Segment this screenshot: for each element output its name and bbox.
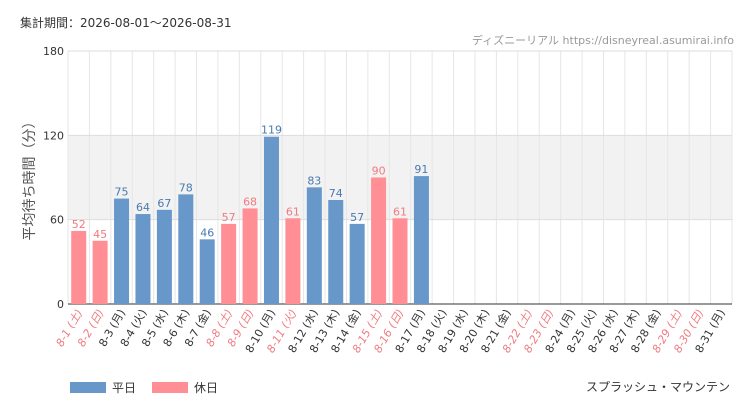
bar-value-label: 57	[350, 211, 364, 224]
bar	[328, 199, 344, 304]
bar	[199, 239, 215, 304]
attraction-name: スプラッシュ・マウンテン	[585, 380, 730, 394]
bar-value-label: 78	[179, 181, 193, 194]
bar-value-label: 68	[243, 195, 257, 208]
bar	[349, 223, 365, 304]
bar	[71, 230, 87, 304]
bar-value-label: 83	[307, 174, 321, 187]
legend-weekday-label: 平日	[112, 381, 137, 395]
bar	[114, 198, 130, 304]
legend-weekday[interactable]: 平日	[70, 379, 136, 396]
bar	[156, 209, 172, 304]
bar	[371, 177, 387, 304]
y-tick-label: 60	[50, 214, 64, 227]
bar-value-label: 45	[93, 228, 107, 241]
bar-value-label: 74	[329, 187, 343, 200]
period-label: 集計期間：2026-08-01～2026-08-31	[20, 16, 232, 30]
legend-holiday[interactable]: 休日	[152, 379, 218, 396]
bar-value-label: 90	[372, 165, 386, 178]
bar	[306, 187, 322, 304]
bar-value-label: 61	[286, 205, 300, 218]
bar-value-label: 67	[157, 197, 171, 210]
y-tick-label: 120	[43, 129, 64, 142]
y-tick-label: 180	[43, 45, 64, 58]
bar	[413, 176, 429, 304]
bar	[263, 136, 279, 304]
bar-value-label: 57	[222, 211, 236, 224]
bar	[135, 214, 151, 304]
bar-value-label: 61	[393, 205, 407, 218]
legend-holiday-label: 休日	[194, 381, 219, 395]
bar	[242, 208, 258, 304]
legend: 平日 休日	[70, 379, 234, 396]
bar-value-label: 64	[136, 201, 150, 214]
bar-value-label: 46	[200, 226, 214, 239]
bar	[178, 194, 194, 304]
y-axis-title: 平均待ち時間（分）	[22, 115, 38, 241]
bar	[392, 218, 408, 304]
bar-value-label: 52	[72, 218, 86, 231]
weekday-swatch	[70, 382, 106, 393]
holiday-swatch	[152, 382, 189, 393]
bar	[221, 223, 237, 304]
bar	[285, 218, 301, 304]
bar-value-label: 119	[261, 124, 282, 137]
bar-value-label: 75	[115, 186, 129, 199]
source-credit: ディズニーリアル https://disneyreal.asumirai.inf…	[471, 34, 734, 47]
y-tick-label: 0	[57, 298, 64, 311]
bar	[92, 240, 108, 304]
bar-value-label: 91	[414, 163, 428, 176]
